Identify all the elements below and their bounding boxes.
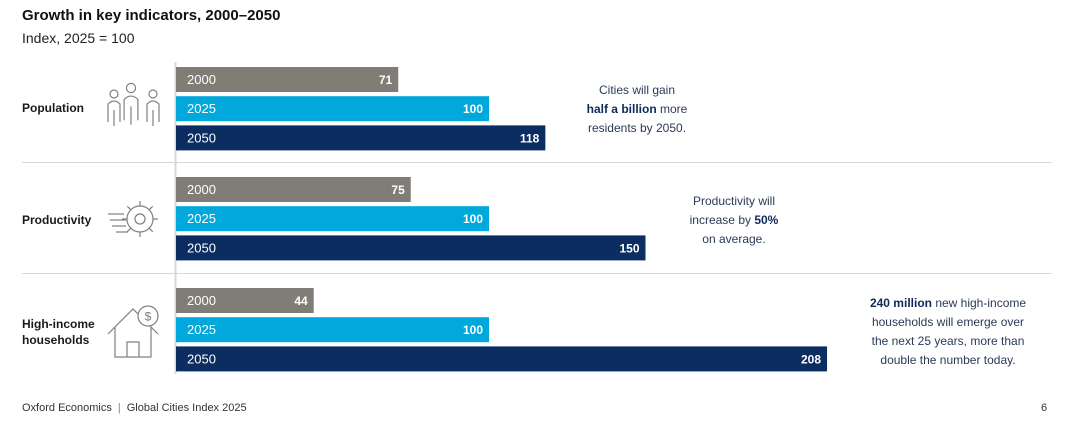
people-icon xyxy=(107,82,160,126)
bar-value-label: 118 xyxy=(520,131,540,145)
dollar-sign: $ xyxy=(145,310,152,324)
bar-year-label: 2000 xyxy=(187,182,216,197)
bar-year-label: 2025 xyxy=(187,101,216,116)
gear-icon xyxy=(108,201,158,237)
bar-year-label: 2050 xyxy=(187,351,216,366)
bar-value-label: 100 xyxy=(463,102,483,116)
bar-year-label: 2025 xyxy=(187,322,216,337)
category-label: High-income xyxy=(22,317,95,331)
bar-2050 xyxy=(176,346,828,372)
bar-year-label: 2050 xyxy=(187,240,216,255)
category-label: Population xyxy=(22,101,84,115)
footer: Oxford Economics | Global Cities Index 202… xyxy=(22,402,247,414)
bar-value-label: 71 xyxy=(379,73,393,87)
bar-2050 xyxy=(176,125,546,151)
category-label: households xyxy=(22,333,90,347)
house-dollar-icon: $ xyxy=(107,305,159,358)
chart-title: Growth in key indicators, 2000–2050 xyxy=(22,7,281,24)
population-note: Cities will gain half a billion more res… xyxy=(586,83,688,135)
bar-2000 xyxy=(176,67,399,92)
page-number: 6 xyxy=(1041,402,1048,414)
bar-chart: 2000 71 2025 100 2050 118 2000 75 2025 100 2050 150… xyxy=(22,62,1052,374)
bar-2050 xyxy=(176,235,646,261)
bar-value-label: 100 xyxy=(463,323,483,337)
bar-year-label: 2000 xyxy=(187,293,216,308)
bar-2025 xyxy=(176,206,489,232)
bar-2000 xyxy=(176,288,314,313)
bar-year-label: 2000 xyxy=(187,72,216,87)
footer-separator: | xyxy=(117,402,121,414)
footer-source: Oxford Economics xyxy=(22,402,112,414)
category-label: Productivity xyxy=(22,213,92,227)
households-note: 240 million new high-income households w… xyxy=(869,296,1027,367)
bar-2025 xyxy=(176,96,489,122)
bar-value-label: 208 xyxy=(801,352,821,366)
bar-value-label: 44 xyxy=(294,294,308,308)
bar-value-label: 75 xyxy=(391,183,405,197)
productivity-note: Productivity will increase by 50% on ave… xyxy=(689,194,779,246)
chart-subtitle: Index, 2025 = 100 xyxy=(22,30,135,46)
footer-publication: Global Cities Index 2025 xyxy=(126,402,247,414)
bar-value-label: 100 xyxy=(463,212,483,226)
bar-year-label: 2050 xyxy=(187,130,216,145)
bar-value-label: 150 xyxy=(619,241,639,255)
bar-year-label: 2025 xyxy=(187,211,216,226)
bar-2000 xyxy=(176,177,411,202)
bar-2025 xyxy=(176,317,489,343)
